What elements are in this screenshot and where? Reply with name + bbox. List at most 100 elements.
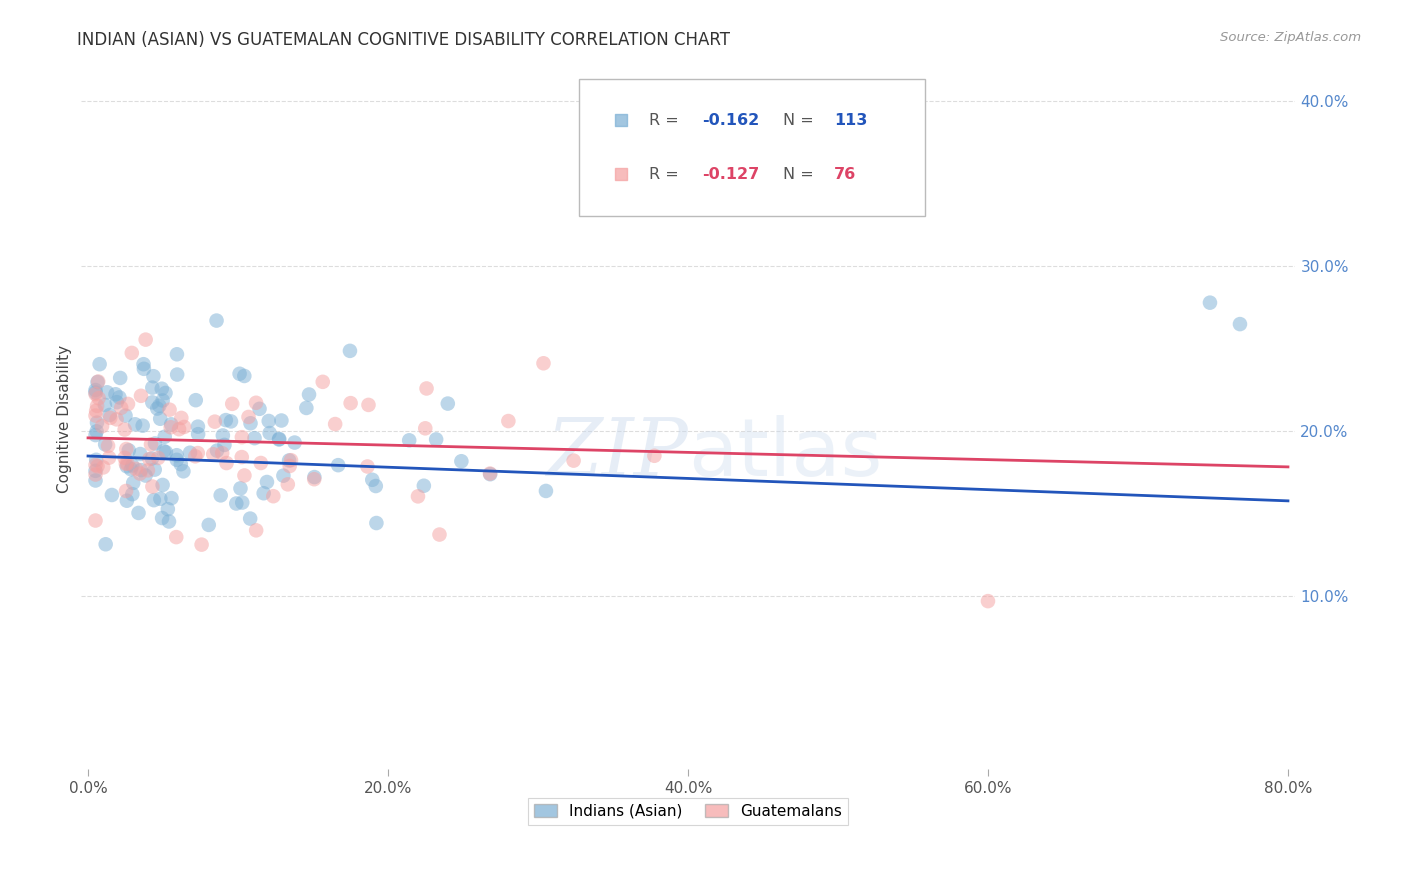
Indians (Asian) [84, 385, 107, 400]
Guatemalans [84, 404, 107, 418]
Indians (Asian) [269, 432, 291, 446]
Indians (Asian) [436, 396, 458, 410]
Indians (Asian) [205, 443, 228, 458]
Indians (Asian) [143, 462, 166, 476]
Text: 76: 76 [834, 167, 856, 182]
Indians (Asian) [160, 417, 183, 432]
Indians (Asian) [94, 437, 117, 451]
Guatemalans [238, 409, 260, 424]
Guatemalans [91, 419, 114, 434]
Indians (Asian) [132, 361, 155, 376]
Indians (Asian) [228, 367, 250, 381]
Indians (Asian) [124, 417, 146, 432]
Guatemalans [84, 409, 107, 423]
Indians (Asian) [86, 375, 108, 389]
Indians (Asian) [229, 482, 252, 496]
Text: R =: R = [650, 113, 683, 128]
Guatemalans [165, 530, 187, 544]
Text: -0.162: -0.162 [703, 113, 759, 128]
Indians (Asian) [156, 502, 179, 516]
Indians (Asian) [412, 479, 434, 493]
Guatemalans [86, 399, 108, 413]
Indians (Asian) [298, 387, 321, 401]
Guatemalans [406, 489, 429, 503]
Indians (Asian) [267, 433, 290, 447]
Guatemalans [323, 417, 346, 431]
Indians (Asian) [84, 452, 107, 467]
Indians (Asian) [121, 458, 143, 473]
Indians (Asian) [89, 357, 111, 371]
Indians (Asian) [187, 427, 209, 442]
Indians (Asian) [398, 434, 420, 448]
Indians (Asian) [84, 383, 107, 397]
Indians (Asian) [143, 436, 166, 450]
Indians (Asian) [284, 435, 307, 450]
Guatemalans [159, 420, 181, 434]
Guatemalans [277, 477, 299, 491]
Indians (Asian) [328, 458, 350, 472]
Indians (Asian) [104, 387, 127, 401]
Guatemalans [110, 401, 132, 415]
Indians (Asian) [146, 401, 169, 416]
Guatemalans [250, 456, 273, 470]
Indians (Asian) [366, 516, 388, 530]
Indians (Asian) [160, 491, 183, 505]
Guatemalans [98, 410, 121, 425]
Guatemalans [121, 346, 143, 360]
Indians (Asian) [129, 463, 152, 477]
Guatemalans [129, 389, 152, 403]
Legend: Indians (Asian), Guatemalans: Indians (Asian), Guatemalans [527, 797, 848, 825]
Indians (Asian) [94, 398, 117, 412]
Indians (Asian) [128, 506, 150, 520]
Indians (Asian) [86, 425, 108, 439]
Text: INDIAN (ASIAN) VS GUATEMALAN COGNITIVE DISABILITY CORRELATION CHART: INDIAN (ASIAN) VS GUATEMALAN COGNITIVE D… [77, 31, 730, 49]
Guatemalans [87, 391, 110, 405]
Indians (Asian) [239, 511, 262, 525]
Indians (Asian) [243, 431, 266, 445]
Indians (Asian) [172, 464, 194, 478]
Indians (Asian) [131, 418, 153, 433]
Guatemalans [498, 414, 520, 428]
Indians (Asian) [166, 448, 188, 462]
Guatemalans [312, 375, 335, 389]
Indians (Asian) [115, 459, 138, 474]
Guatemalans [357, 398, 380, 412]
Guatemalans [211, 446, 233, 460]
Guatemalans [159, 402, 181, 417]
Indians (Asian) [166, 347, 188, 361]
Guatemalans [105, 412, 128, 426]
Indians (Asian) [215, 413, 238, 427]
Indians (Asian) [105, 395, 128, 409]
Indians (Asian) [149, 411, 172, 425]
Indians (Asian) [148, 399, 170, 413]
Indians (Asian) [187, 419, 209, 434]
Guatemalans [125, 462, 148, 476]
Guatemalans [977, 594, 1000, 608]
Guatemalans [339, 396, 361, 410]
Indians (Asian) [1229, 317, 1251, 331]
Indians (Asian) [141, 395, 163, 409]
Guatemalans [204, 415, 226, 429]
Text: -0.127: -0.127 [703, 167, 759, 182]
Text: 113: 113 [834, 113, 868, 128]
Indians (Asian) [256, 475, 278, 489]
Indians (Asian) [425, 433, 447, 447]
Indians (Asian) [170, 457, 193, 471]
Guatemalans [429, 527, 451, 541]
Guatemalans [167, 422, 190, 436]
Indians (Asian) [205, 313, 228, 327]
Indians (Asian) [214, 438, 236, 452]
Indians (Asian) [219, 414, 242, 428]
Indians (Asian) [98, 408, 121, 422]
Guatemalans [221, 397, 243, 411]
Indians (Asian) [120, 462, 142, 476]
Indians (Asian) [149, 491, 172, 506]
Indians (Asian) [84, 428, 107, 442]
Indians (Asian) [209, 488, 232, 502]
Guatemalans [135, 333, 157, 347]
Indians (Asian) [141, 381, 163, 395]
Guatemalans [479, 467, 502, 481]
Text: atlas: atlas [688, 415, 883, 493]
Guatemalans [278, 458, 301, 473]
Guatemalans [114, 450, 136, 465]
